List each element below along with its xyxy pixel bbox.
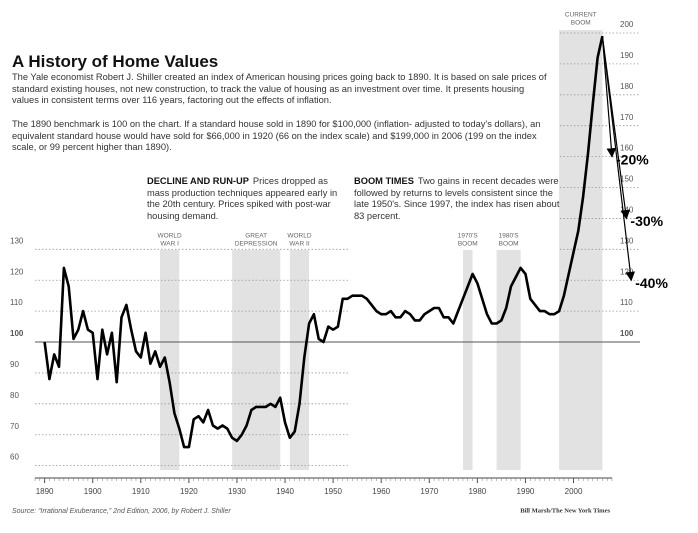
y-tick-label: 70 <box>10 422 19 431</box>
y2-tick-label: 120 <box>620 267 634 276</box>
chart-title: A History of Home Values <box>12 52 219 71</box>
y-tick-label: 60 <box>10 453 19 462</box>
annotation-heading: BOOM TIMES <box>354 176 414 186</box>
annotation-text: Two gains in recent decades were followe… <box>354 176 560 221</box>
y-tick-label: 80 <box>10 391 19 400</box>
y-tick-label: 110 <box>10 298 23 307</box>
arrow <box>601 36 636 282</box>
annotation-heading: DECLINE AND RUN-UP <box>147 176 249 186</box>
x-tick-label: 1940 <box>276 487 294 496</box>
annotation: BOOM TIMES Two gains in recent decades we… <box>354 176 569 222</box>
y2-tick-label: 100 <box>620 329 634 338</box>
y2-tick-label: 200 <box>620 20 634 29</box>
y-tick-label: 90 <box>10 360 19 369</box>
period-label: GREAT <box>245 233 267 240</box>
credit: Bill Marsh/The New York Times <box>520 507 610 514</box>
annotation: DECLINE AND RUN-UP Prices dropped as mass… <box>147 176 347 222</box>
period-band <box>496 250 521 470</box>
arrow-label: -30% <box>630 213 663 229</box>
y2-tick-label: 170 <box>620 113 634 122</box>
y2-tick-label: 190 <box>620 51 634 60</box>
period-label: BOOM <box>458 241 478 248</box>
x-tick-label: 1890 <box>36 487 54 496</box>
x-tick-label: 1930 <box>228 487 246 496</box>
period-label: WORLD <box>287 233 312 240</box>
y-tick-label: 120 <box>10 267 24 276</box>
period-label: BOOM <box>499 241 519 248</box>
period-band <box>289 250 310 470</box>
period-label: CURRENT <box>565 12 597 19</box>
x-tick-label: 1900 <box>84 487 102 496</box>
x-tick-label: 1910 <box>132 487 150 496</box>
arrow-label: -20% <box>616 151 649 167</box>
source: Source: “Irrational Exuberance,” 2nd Edi… <box>12 508 231 515</box>
intro-paragraph: The 1890 benchmark is 100 on the chart. … <box>12 119 541 152</box>
x-tick-label: 1950 <box>324 487 342 496</box>
x-tick-label: 1960 <box>372 487 390 496</box>
index-line <box>43 35 604 449</box>
period-label: BOOM <box>571 20 591 27</box>
period-label: 1980'S <box>499 233 520 240</box>
y-tick-label: 130 <box>10 236 24 245</box>
x-tick-label: 1980 <box>468 487 486 496</box>
y2-tick-label: 110 <box>620 298 633 307</box>
period-band <box>559 30 603 470</box>
annotation-text: Prices dropped as mass production techni… <box>147 176 338 221</box>
period-label: DEPRESSION <box>235 241 278 248</box>
x-tick-label: 1920 <box>180 487 198 496</box>
arrow <box>601 36 617 158</box>
x-tick-label: 1990 <box>517 487 535 496</box>
period-label: 1970'S <box>458 233 479 240</box>
arrow-label: -40% <box>635 275 668 291</box>
x-tick-label: 1970 <box>420 487 438 496</box>
y2-tick-label: 150 <box>620 175 634 184</box>
x-tick-label: 2000 <box>565 487 583 496</box>
period-label: WAR I <box>160 241 179 248</box>
intro-paragraph: The Yale economist Robert J. Shiller cre… <box>12 72 547 105</box>
y-tick-label: 100 <box>10 329 24 338</box>
period-band <box>232 250 281 470</box>
period-band <box>462 250 473 470</box>
period-label: WAR II <box>289 241 310 248</box>
y2-tick-label: 160 <box>620 144 634 153</box>
y2-tick-label: 180 <box>620 82 634 91</box>
period-label: WORLD <box>158 233 183 240</box>
